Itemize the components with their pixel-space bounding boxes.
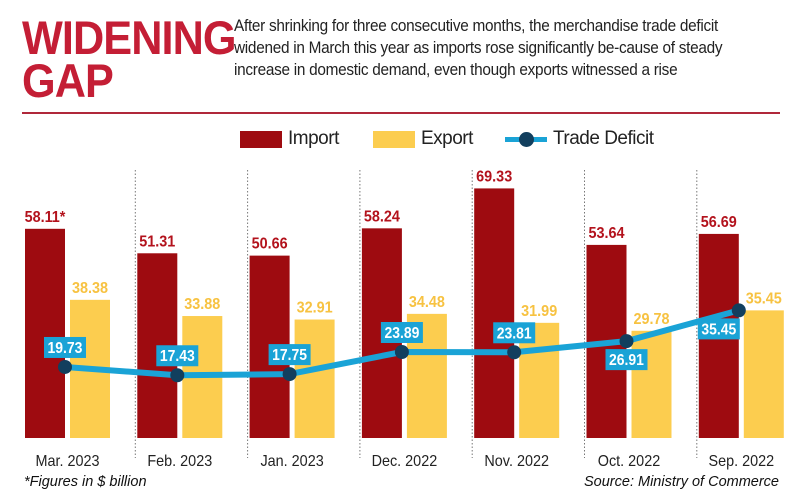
- import-bar: [25, 228, 65, 438]
- trade-deficit-marker: [507, 345, 522, 360]
- trade-deficit-value-label: 17.43: [160, 349, 195, 366]
- trade-deficit-label-box: [44, 336, 86, 358]
- chart-description: After shrinking for three consecutive mo…: [234, 17, 723, 79]
- title-line-1: WIDENING: [22, 11, 237, 64]
- trade-deficit-label-box: [268, 344, 311, 366]
- legend-label-import: Import: [288, 128, 339, 149]
- x-axis-label: Feb. 2023: [147, 452, 212, 470]
- legend-item-trade-deficit: Trade Deficit: [505, 128, 654, 150]
- trade-deficit-value-label: 26.91: [609, 353, 644, 370]
- import-value-label: 53.64: [588, 224, 625, 242]
- x-axis-label: Sep. 2022: [708, 452, 774, 470]
- trade-deficit-value-label: 23.81: [497, 326, 532, 343]
- import-value-label: 50.66: [252, 235, 288, 253]
- trade-deficit-marker: [394, 344, 409, 359]
- legend-label-export: Export: [421, 128, 473, 149]
- trade-deficit-value-label: 35.45: [701, 322, 736, 339]
- import-bar: [474, 188, 515, 438]
- legend: Import Export Trade Deficit: [0, 128, 801, 152]
- import-swatch: [240, 130, 282, 148]
- export-value-label: 38.38: [72, 279, 108, 297]
- import-value-label: 58.24: [364, 208, 401, 226]
- trade-deficit-label-box: [156, 345, 199, 367]
- trade-deficit-label-box: [493, 322, 536, 344]
- footnote: *Figures in $ billion: [24, 474, 147, 490]
- header-divider: [22, 112, 780, 114]
- import-value-label: 69.33: [476, 168, 512, 186]
- import-value-label: 58.11*: [25, 208, 66, 226]
- trade-deficit-marker: [731, 303, 746, 318]
- export-value-label: 35.45: [746, 290, 783, 308]
- import-value-label: 51.31: [139, 233, 176, 251]
- export-value-label: 32.91: [297, 299, 334, 317]
- export-bar: [631, 330, 672, 438]
- trade-deficit-label-box: [697, 318, 740, 340]
- export-bar: [743, 310, 784, 438]
- export-bar: [294, 319, 335, 438]
- trade-deficit-label-box: [605, 349, 648, 371]
- legend-item-export: Export: [373, 128, 473, 150]
- trade-deficit-marker: [170, 368, 185, 383]
- trade-deficit-marker: [58, 359, 72, 374]
- export-value-label: 34.48: [409, 293, 445, 311]
- trade-deficit-line-swatch: [505, 131, 547, 148]
- import-value-label: 56.69: [701, 213, 737, 231]
- x-axis-label: Dec. 2022: [372, 452, 438, 470]
- x-axis-label: Nov. 2022: [484, 452, 549, 470]
- x-axis-label: Jan. 2023: [260, 452, 323, 470]
- source-note: Source: Ministry of Commerce: [584, 474, 779, 490]
- trade-deficit-value-label: 19.73: [48, 340, 83, 357]
- legend-label-trade-deficit: Trade Deficit: [553, 128, 654, 149]
- trade-deficit-label-box: [380, 321, 423, 343]
- chart-title: WIDENING GAP: [22, 11, 237, 107]
- title-line-2: GAP: [22, 54, 114, 107]
- export-value-label: 33.88: [184, 295, 220, 313]
- trade-deficit-value-label: 17.75: [272, 347, 307, 364]
- x-axis-label: Mar. 2023: [35, 452, 99, 470]
- export-value-label: 29.78: [633, 310, 669, 328]
- export-swatch: [373, 130, 415, 148]
- legend-item-import: Import: [240, 128, 339, 150]
- export-value-label: 31.99: [521, 302, 557, 320]
- x-axis-label: Oct. 2022: [598, 452, 660, 470]
- trade-deficit-marker: [619, 334, 634, 349]
- trade-deficit-marker: [282, 367, 297, 382]
- trade-deficit-value-label: 23.89: [384, 325, 419, 342]
